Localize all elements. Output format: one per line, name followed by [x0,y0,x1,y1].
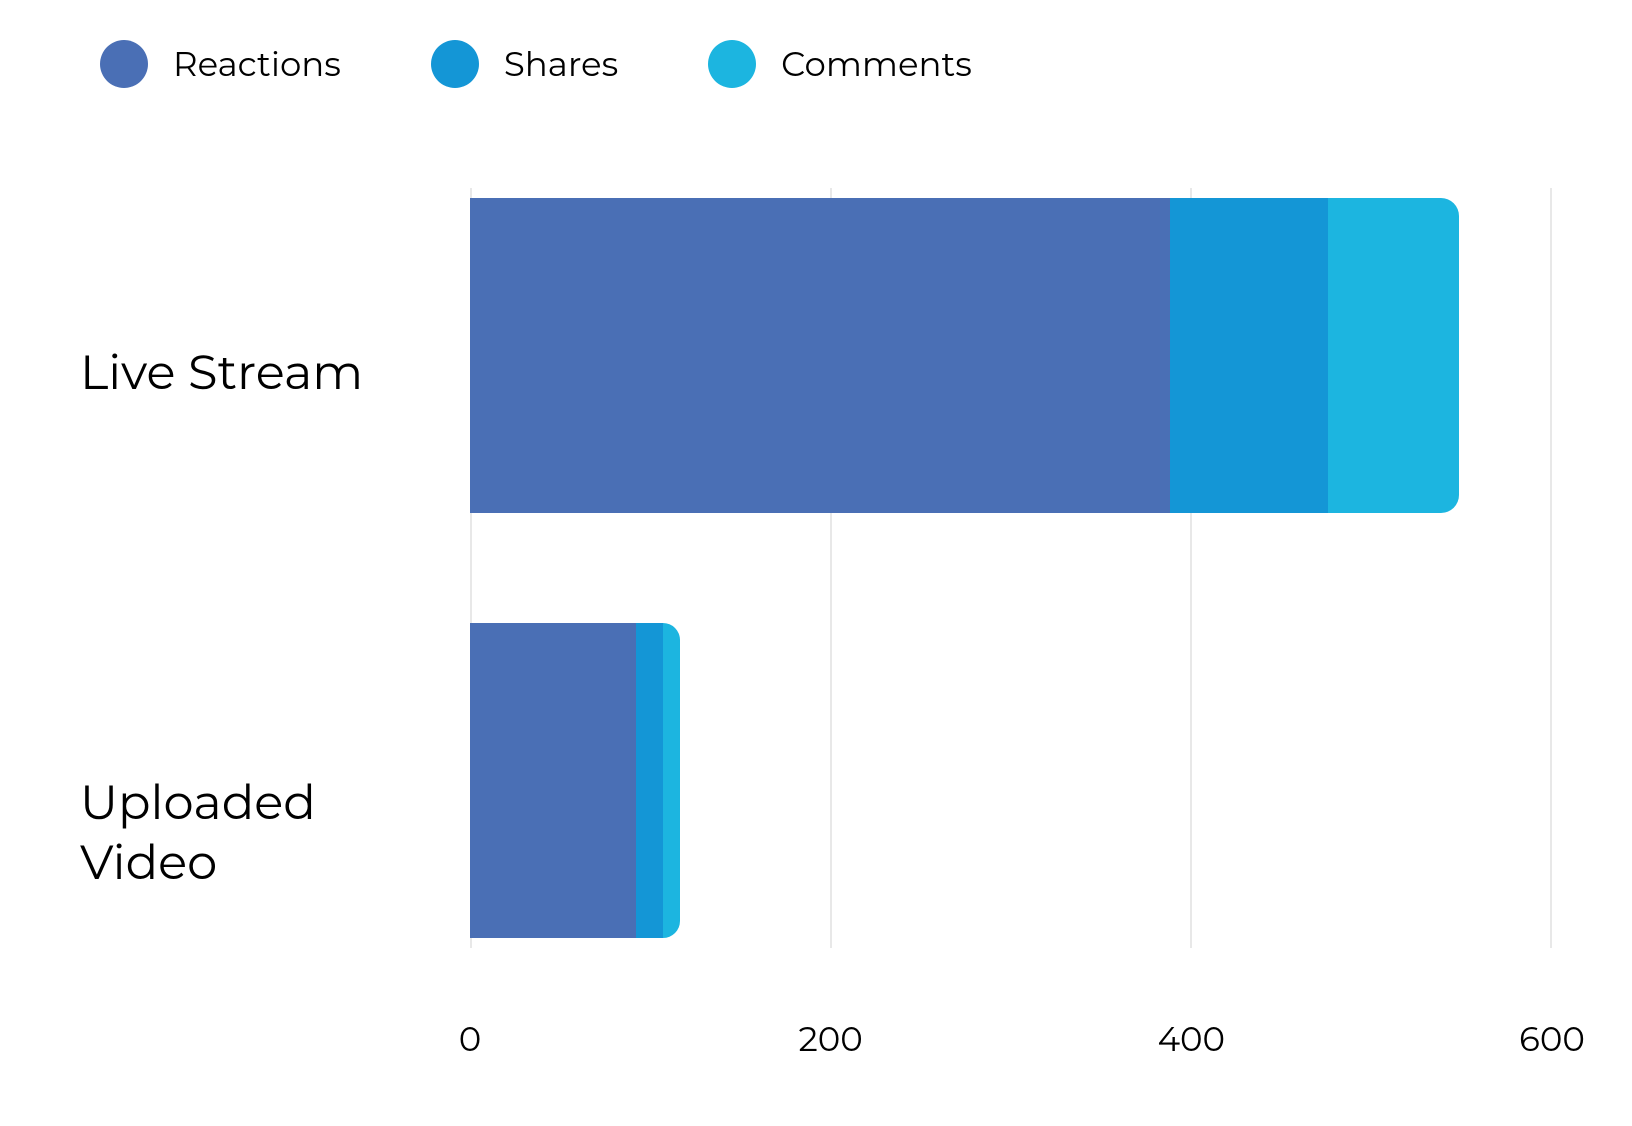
y-label-uploaded-video: UploadedVideo [80,676,440,991]
bar-segment-live-shares [1170,198,1328,513]
bars-container [470,188,1552,948]
legend-label-shares: Shares [504,43,618,85]
bar-segment-live-reactions [470,198,1170,513]
x-label-3: 600 [1519,1018,1585,1060]
legend-marker-shares [431,40,479,88]
plot-area: 0 200 400 600 [470,188,1552,1018]
bar-row-live-stream [470,198,1552,513]
chart-legend: Reactions Shares Comments [80,40,1552,88]
bar-segment-uploaded-reactions [470,623,636,938]
legend-item-reactions: Reactions [100,40,341,88]
legend-item-comments: Comments [708,40,972,88]
legend-label-reactions: Reactions [173,43,341,85]
x-label-2: 400 [1158,1018,1226,1060]
legend-item-shares: Shares [431,40,618,88]
bar-segment-live-comments [1328,198,1459,513]
bar-segment-uploaded-shares [636,623,662,938]
x-label-1: 200 [799,1018,863,1060]
legend-marker-comments [708,40,756,88]
legend-marker-reactions [100,40,148,88]
bar-segment-uploaded-comments [663,623,681,938]
y-label-live-stream: Live Stream [80,216,440,531]
legend-label-comments: Comments [781,43,972,85]
chart-area: Live Stream UploadedVideo 0 200 40 [80,188,1552,1018]
x-label-0: 0 [459,1018,482,1060]
bar-row-uploaded-video [470,623,1552,938]
y-axis-labels: Live Stream UploadedVideo [80,188,470,1018]
